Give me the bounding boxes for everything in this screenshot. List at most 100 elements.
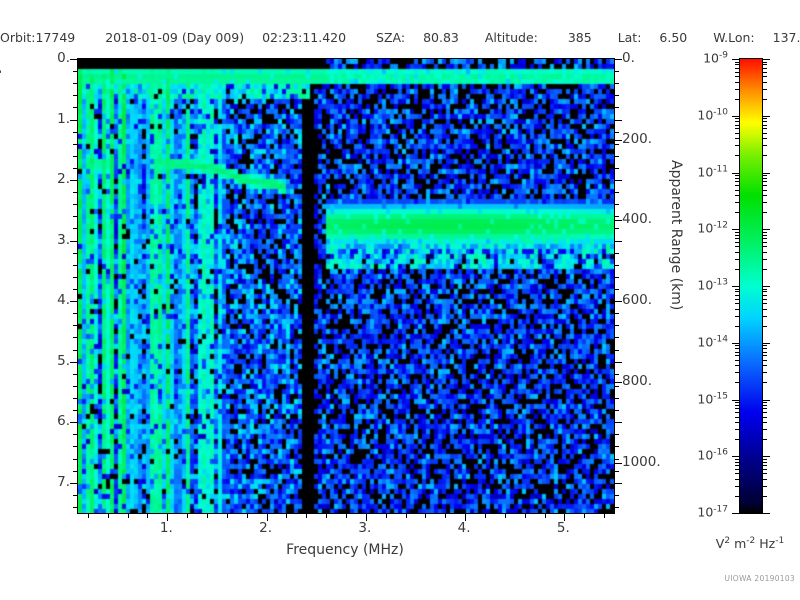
y-tick-minor [73, 337, 78, 339]
colorbar-tick-minor [735, 308, 740, 310]
x-tick-minor [445, 513, 447, 518]
colorbar-tick-minor [735, 185, 740, 187]
colorbar-tick-minor [735, 291, 740, 293]
colorbar-tick-minor [735, 404, 740, 406]
sza-value: 80.83 [423, 30, 459, 45]
y2-tick-minor [614, 252, 619, 254]
y-tick-minor [73, 373, 78, 375]
colorbar-tick-minor [735, 495, 740, 497]
colorbar-tick-minor [735, 246, 740, 248]
y2-tick-label: 800. [622, 372, 653, 389]
colorbar-tick-minor [762, 485, 767, 487]
y2-tick-minor [614, 506, 619, 508]
colorbar-tick-minor [735, 303, 740, 305]
cb-unit-v: V [715, 536, 725, 552]
y-tick-label: 3. [57, 231, 70, 248]
colorbar-tick-minor [762, 175, 767, 177]
y-axis-tick-labels: 0. 1. 2. 3. 4. 5. 6. 7. [20, 50, 70, 512]
y2-tick-minor [614, 373, 619, 375]
colorbar-tick-minor [762, 128, 767, 130]
y-tick-minor [73, 506, 78, 508]
colorbar-tick-minor [735, 468, 740, 470]
y2-axis-tick-labels: 0. 200. 400. 600. 800. 1000. [622, 50, 682, 512]
y2-km-tick [614, 301, 622, 303]
x-tick-label: 4. [457, 520, 471, 536]
colorbar-tick-minor [735, 268, 740, 270]
y-tick-minor [73, 204, 78, 206]
colorbar-tick-minor [762, 98, 767, 100]
colorbar-tick-minor [762, 382, 767, 384]
colorbar-tick-label: 10-13 [697, 277, 728, 293]
colorbar-tick-minor [762, 231, 767, 233]
x-tick-minor [286, 513, 288, 518]
x-tick-minor [504, 513, 506, 518]
y-tick-minor [73, 264, 78, 266]
y-tick-major [70, 119, 78, 121]
colorbar-tick-minor [762, 298, 767, 300]
colorbar-tick-minor [762, 308, 767, 310]
y-tick-minor [73, 276, 78, 278]
colorbar-tick-minor [762, 458, 767, 460]
x-tick-minor [226, 513, 228, 518]
y2-km-tick [614, 59, 622, 60]
colorbar-tick-minor [762, 234, 767, 236]
colorbar [732, 58, 770, 514]
colorbar-tick-minor [735, 231, 740, 233]
colorbar-tick-minor [735, 175, 740, 177]
y2-tick-minor [614, 155, 619, 157]
lat-value: 6.50 [659, 30, 688, 45]
x-tick-minor [425, 513, 427, 518]
y-tick-label: 4. [57, 292, 70, 309]
y-tick-minor [73, 131, 78, 133]
colorbar-tick-minor [762, 315, 767, 317]
colorbar-tick-minor [735, 416, 740, 418]
colorbar-tick-major [762, 115, 770, 117]
x-tick-minor [246, 513, 248, 518]
colorbar-tick-minor [735, 382, 740, 384]
y-tick-label: 6. [57, 413, 70, 430]
x-tick-major [564, 513, 566, 521]
colorbar-tick-major [732, 286, 740, 287]
y2-tick-major [614, 422, 622, 424]
colorbar-gradient [740, 59, 762, 513]
colorbar-tick-label: 10-14 [697, 334, 728, 350]
y-tick-label: 7. [57, 473, 70, 490]
colorbar-tick-minor [735, 138, 740, 140]
y-axis-title: Time Delay (ms) [0, 29, 2, 145]
cb-unit-hz-exp: -1 [775, 536, 785, 546]
y-tick-minor [73, 458, 78, 460]
y2-tick-minor [614, 349, 619, 351]
colorbar-tick-minor [762, 71, 767, 73]
colorbar-tick-minor [735, 212, 740, 214]
colorbar-tick-minor [735, 372, 740, 374]
colorbar-tick-minor [735, 315, 740, 317]
colorbar-tick-minor [735, 298, 740, 300]
y2-tick-minor [614, 228, 619, 230]
colorbar-tick-minor [762, 303, 767, 305]
wlon-label: W.Lon: [713, 30, 755, 45]
y2-tick-minor [614, 494, 619, 496]
colorbar-tick-minor [762, 88, 767, 90]
colorbar-tick-minor [735, 177, 740, 179]
colorbar-tick-label: 10-15 [697, 390, 728, 407]
colorbar-tick-minor [735, 67, 740, 69]
x-tick-minor [187, 513, 189, 518]
cb-unit-v-exp: 2 [724, 536, 731, 546]
ionogram-plot-area [70, 58, 622, 521]
x-tick-minor [326, 513, 328, 518]
orbit-value: 17749 [35, 30, 76, 45]
colorbar-tick-minor [762, 132, 767, 134]
colorbar-tick-minor [762, 177, 767, 179]
colorbar-tick-minor [762, 118, 767, 120]
y2-tick-minor [614, 95, 619, 97]
colorbar-tick-minor [735, 195, 740, 197]
colorbar-tick-minor [762, 138, 767, 140]
colorbar-tick-minor [762, 402, 767, 404]
y-tick-label: 0. [57, 50, 70, 66]
colorbar-tick-minor [762, 145, 767, 147]
y2-tick-minor [614, 167, 619, 169]
y-tick-minor [73, 95, 78, 97]
colorbar-tick-minor [762, 64, 767, 66]
colorbar-tick-minor [735, 473, 740, 475]
y-tick-minor [73, 349, 78, 351]
